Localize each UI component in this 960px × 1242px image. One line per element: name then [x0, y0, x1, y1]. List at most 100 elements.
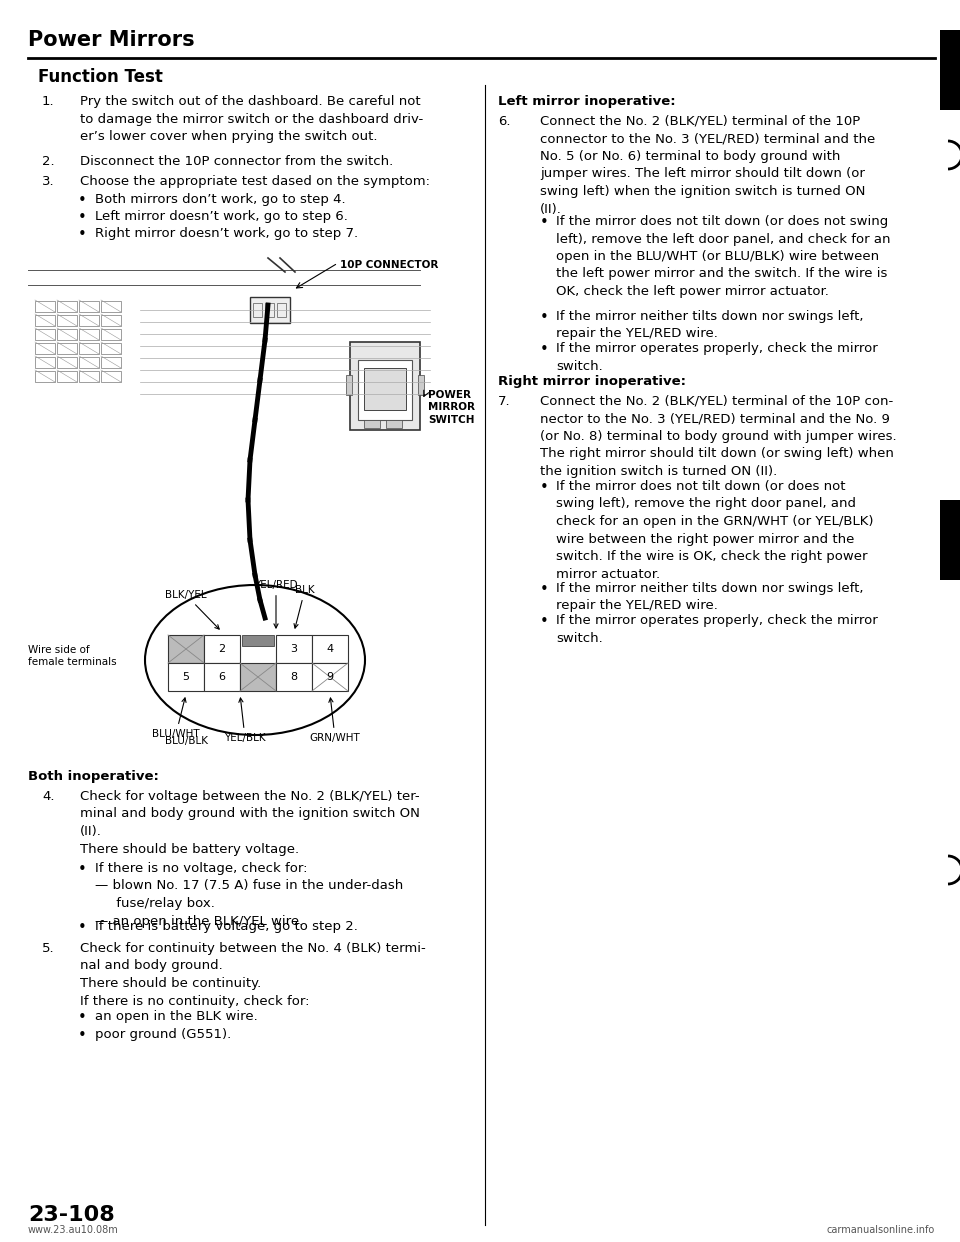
Text: If the mirror operates properly, check the mirror
switch.: If the mirror operates properly, check t…	[556, 342, 877, 373]
Bar	[57, 329, 77, 340]
Bar	[35, 356, 55, 368]
Text: If the mirror does not tilt down (or does not swing
left), remove the left door : If the mirror does not tilt down (or doe…	[556, 215, 891, 298]
Text: If the mirror operates properly, check the mirror
switch.: If the mirror operates properly, check t…	[556, 614, 877, 645]
Bar	[101, 343, 121, 354]
Bar	[79, 315, 99, 325]
Text: BLK/YEL: BLK/YEL	[165, 590, 219, 630]
Ellipse shape	[145, 585, 365, 735]
Bar	[276, 635, 312, 663]
Text: •: •	[540, 342, 549, 356]
Text: GRN/WHT: GRN/WHT	[310, 698, 360, 743]
Text: YEL/BLK: YEL/BLK	[225, 698, 266, 743]
Bar	[79, 371, 99, 383]
Bar	[101, 301, 121, 312]
Text: BLK: BLK	[294, 585, 315, 628]
Bar	[57, 315, 77, 325]
Bar	[168, 635, 204, 663]
Text: Check for continuity between the No. 4 (BLK) termi-
nal and body ground.
There s: Check for continuity between the No. 4 (…	[80, 941, 425, 1007]
Bar	[386, 420, 402, 428]
Text: If the mirror neither tilts down nor swings left,
repair the YEL/RED wire.: If the mirror neither tilts down nor swi…	[556, 582, 863, 612]
Text: poor ground (G551).: poor ground (G551).	[95, 1028, 231, 1041]
Text: 3.: 3.	[42, 175, 55, 188]
Text: Connect the No. 2 (BLK/YEL) terminal of the 10P con-
nector to the No. 3 (YEL/RE: Connect the No. 2 (BLK/YEL) terminal of …	[540, 395, 897, 478]
Bar	[265, 303, 274, 317]
Text: Power Mirrors: Power Mirrors	[28, 30, 195, 50]
Text: •: •	[540, 310, 549, 325]
Text: 23-108: 23-108	[28, 1205, 115, 1225]
Bar	[168, 663, 204, 691]
Text: •: •	[78, 210, 86, 225]
Bar	[350, 342, 420, 430]
Text: 5.: 5.	[42, 941, 55, 955]
Text: •: •	[78, 193, 86, 207]
Text: •: •	[78, 1010, 86, 1025]
Bar	[35, 301, 55, 312]
Text: If the mirror does not tilt down (or does not
swing left), remove the right door: If the mirror does not tilt down (or doe…	[556, 479, 874, 580]
Text: Left mirror inoperative:: Left mirror inoperative:	[498, 94, 676, 108]
Text: Both mirrors don’t work, go to step 4.: Both mirrors don’t work, go to step 4.	[95, 193, 346, 206]
Text: YEL/RED: YEL/RED	[254, 580, 298, 628]
Bar	[364, 368, 406, 410]
Bar	[35, 315, 55, 325]
Text: If there is no voltage, check for:
— blown No. 17 (7.5 A) fuse in the under-dash: If there is no voltage, check for: — blo…	[95, 862, 403, 928]
Text: 3: 3	[291, 645, 298, 655]
Text: 8: 8	[291, 672, 298, 682]
Bar	[312, 663, 348, 691]
Text: •: •	[540, 479, 549, 496]
Bar	[242, 635, 274, 646]
Text: Wire side of
female terminals: Wire side of female terminals	[28, 645, 116, 667]
Bar	[35, 329, 55, 340]
Text: 5: 5	[182, 672, 189, 682]
Text: Choose the appropriate test dased on the symptom:: Choose the appropriate test dased on the…	[80, 175, 430, 188]
Bar	[79, 329, 99, 340]
Text: •: •	[540, 582, 549, 597]
Bar	[240, 663, 276, 691]
Bar	[418, 375, 424, 395]
Text: 9: 9	[326, 672, 333, 682]
Text: Both inoperative:: Both inoperative:	[28, 770, 158, 782]
Bar	[346, 375, 352, 395]
Bar	[79, 356, 99, 368]
Bar	[57, 356, 77, 368]
Text: 1.: 1.	[42, 94, 55, 108]
Text: If there is battery voltage, go to step 2.: If there is battery voltage, go to step …	[95, 920, 358, 933]
Text: •: •	[78, 1028, 86, 1043]
Bar	[79, 343, 99, 354]
Text: Pry the switch out of the dashboard. Be careful not
to damage the mirror switch : Pry the switch out of the dashboard. Be …	[80, 94, 423, 143]
Text: 7.: 7.	[498, 395, 511, 409]
Text: an open in the BLK wire.: an open in the BLK wire.	[95, 1010, 257, 1023]
Bar	[312, 635, 348, 663]
Text: POWER
MIRROR
SWITCH: POWER MIRROR SWITCH	[428, 390, 475, 425]
Text: Disconnect the 10P connector from the switch.: Disconnect the 10P connector from the sw…	[80, 155, 394, 168]
Bar	[101, 356, 121, 368]
Bar	[101, 329, 121, 340]
Bar	[57, 371, 77, 383]
Bar	[250, 297, 290, 323]
Text: Right mirror inoperative:: Right mirror inoperative:	[498, 375, 686, 388]
Text: •: •	[540, 614, 549, 628]
Bar	[364, 420, 380, 428]
Bar	[35, 371, 55, 383]
Bar	[358, 360, 412, 420]
Text: BLU/BLK: BLU/BLK	[164, 737, 207, 746]
Bar	[101, 315, 121, 325]
Text: 4.: 4.	[42, 790, 55, 804]
Text: •: •	[540, 215, 549, 230]
Text: 10P CONNECTOR: 10P CONNECTOR	[340, 260, 439, 270]
Text: •: •	[78, 862, 86, 877]
Text: •: •	[78, 227, 86, 242]
Bar	[35, 343, 55, 354]
Text: www.23.au10.08m: www.23.au10.08m	[28, 1225, 119, 1235]
Bar	[57, 301, 77, 312]
Text: Function Test: Function Test	[38, 68, 163, 86]
Bar	[253, 303, 262, 317]
Text: 4: 4	[326, 645, 333, 655]
Text: carmanualsonline.info: carmanualsonline.info	[827, 1225, 935, 1235]
Bar	[204, 663, 240, 691]
Bar	[79, 301, 99, 312]
Text: 2: 2	[219, 645, 226, 655]
Text: Check for voltage between the No. 2 (BLK/YEL) ter-
minal and body ground with th: Check for voltage between the No. 2 (BLK…	[80, 790, 420, 856]
Text: BLU/WHT: BLU/WHT	[153, 698, 200, 739]
Bar	[940, 30, 960, 111]
Bar	[940, 501, 960, 580]
